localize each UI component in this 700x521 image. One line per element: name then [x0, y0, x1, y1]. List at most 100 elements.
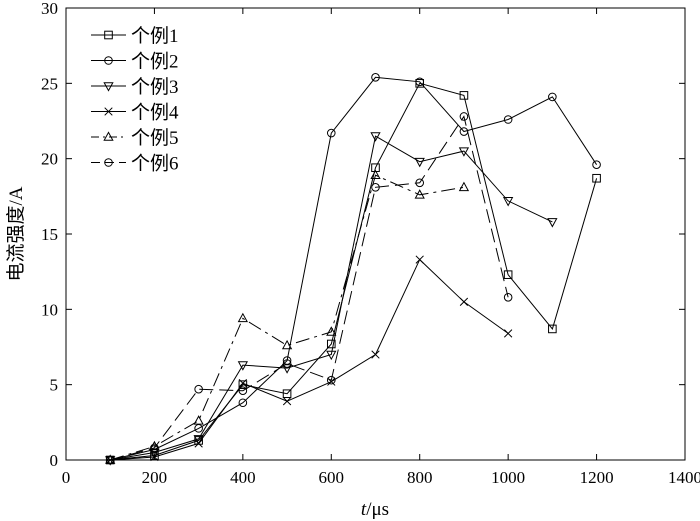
- legend-label: 个例5: [131, 127, 179, 149]
- data-point: [371, 182, 380, 192]
- legend-entry: 个例1: [91, 25, 179, 47]
- data-point: [503, 292, 513, 302]
- data-point: [459, 297, 469, 306]
- series-2: [105, 73, 601, 465]
- legend-entry: 个例6: [91, 153, 179, 175]
- data-point: [238, 379, 248, 388]
- data-point: [326, 350, 337, 361]
- x-tick-label: 400: [230, 468, 256, 487]
- data-point: [193, 435, 204, 445]
- data-point: [149, 448, 160, 459]
- data-point: [503, 115, 513, 124]
- data-point: [326, 128, 336, 138]
- legend-label: 个例6: [131, 153, 179, 175]
- series-3: [105, 132, 558, 466]
- series-1: [105, 79, 601, 465]
- x-tick-label: 600: [319, 468, 345, 487]
- data-point: [414, 189, 425, 199]
- data-point: [194, 384, 203, 394]
- data-point: [282, 397, 292, 406]
- data-point: [547, 218, 558, 228]
- data-point: [458, 147, 470, 157]
- series-line: [110, 135, 553, 461]
- x-tick-label: 800: [407, 468, 433, 487]
- y-tick-label: 25: [41, 74, 58, 93]
- y-tick-label: 30: [41, 0, 58, 18]
- data-point: [281, 339, 293, 350]
- data-point: [503, 329, 513, 338]
- x-tick-label: 1200: [580, 468, 614, 487]
- data-point: [104, 30, 113, 40]
- data-point: [103, 131, 114, 141]
- legend-entry: 个例3: [91, 76, 179, 98]
- legend-entry: 个例4: [91, 102, 179, 124]
- data-point: [194, 439, 203, 448]
- y-tick-label: 0: [50, 451, 59, 470]
- legend-label: 个例1: [131, 25, 179, 47]
- data-point: [415, 178, 425, 188]
- x-tick-label: 0: [62, 468, 71, 487]
- data-point: [326, 375, 336, 385]
- data-point: [414, 157, 425, 168]
- data-point: [370, 169, 381, 180]
- series-4: [106, 255, 513, 465]
- data-point: [326, 339, 336, 349]
- y-tick-label: 5: [50, 376, 59, 395]
- series-line: [110, 115, 509, 461]
- series-layer: [105, 73, 601, 466]
- data-point: [459, 112, 469, 121]
- data-point: [503, 197, 514, 207]
- data-point: [458, 181, 470, 192]
- series-line: [110, 82, 598, 461]
- x-axis-label-variable: t: [361, 499, 367, 520]
- data-point: [237, 312, 248, 323]
- data-point: [150, 452, 159, 462]
- y-tick-label: 20: [41, 150, 58, 169]
- data-point: [105, 455, 115, 465]
- x-tick-label: 200: [142, 468, 168, 487]
- legend-label: 个例2: [131, 51, 179, 73]
- y-axis-label: 电流强度/A: [5, 186, 27, 281]
- data-point: [415, 77, 425, 87]
- data-point: [282, 359, 292, 368]
- data-point: [548, 92, 557, 102]
- data-point: [105, 456, 116, 466]
- series-5: [105, 169, 470, 464]
- data-point: [238, 386, 248, 395]
- series-line: [110, 76, 598, 461]
- x-tick-label: 1000: [491, 468, 525, 487]
- x-axis-label: t/μs: [361, 499, 389, 520]
- data-point: [327, 377, 336, 386]
- y-tick-label: 15: [41, 225, 58, 244]
- data-point: [281, 364, 293, 374]
- x-tick-label: 1400: [668, 468, 700, 487]
- legend: 个例1 个例2 个例3 个例4 个例5 个例6: [91, 25, 179, 175]
- legend-label: 个例4: [131, 102, 179, 124]
- data-point: [282, 389, 292, 399]
- series-line: [110, 258, 509, 461]
- plot-frame: [65, 7, 686, 461]
- axis-ticks: 0 200 400 600 800 1000 1200 1400 0 5 10 15 20 25 30: [41, 0, 700, 487]
- data-point: [150, 443, 159, 453]
- data-point: [503, 270, 513, 279]
- data-point: [104, 56, 113, 65]
- legend-entry: 个例2: [91, 51, 179, 73]
- data-point: [548, 324, 557, 334]
- data-point: [370, 132, 381, 142]
- data-point: [415, 255, 424, 264]
- data-point: [104, 158, 113, 167]
- data-point: [193, 415, 204, 425]
- data-point: [592, 173, 601, 183]
- data-point: [459, 91, 469, 100]
- data-point: [592, 160, 601, 169]
- data-point: [103, 82, 114, 92]
- x-axis-label-unit: /μs: [366, 499, 389, 520]
- series-line: [110, 174, 464, 461]
- data-point: [238, 398, 248, 408]
- series-6: [105, 112, 513, 465]
- data-point: [326, 326, 337, 336]
- legend-label: 个例3: [131, 76, 179, 98]
- legend-entry: 个例5: [91, 127, 179, 149]
- data-point: [371, 73, 380, 82]
